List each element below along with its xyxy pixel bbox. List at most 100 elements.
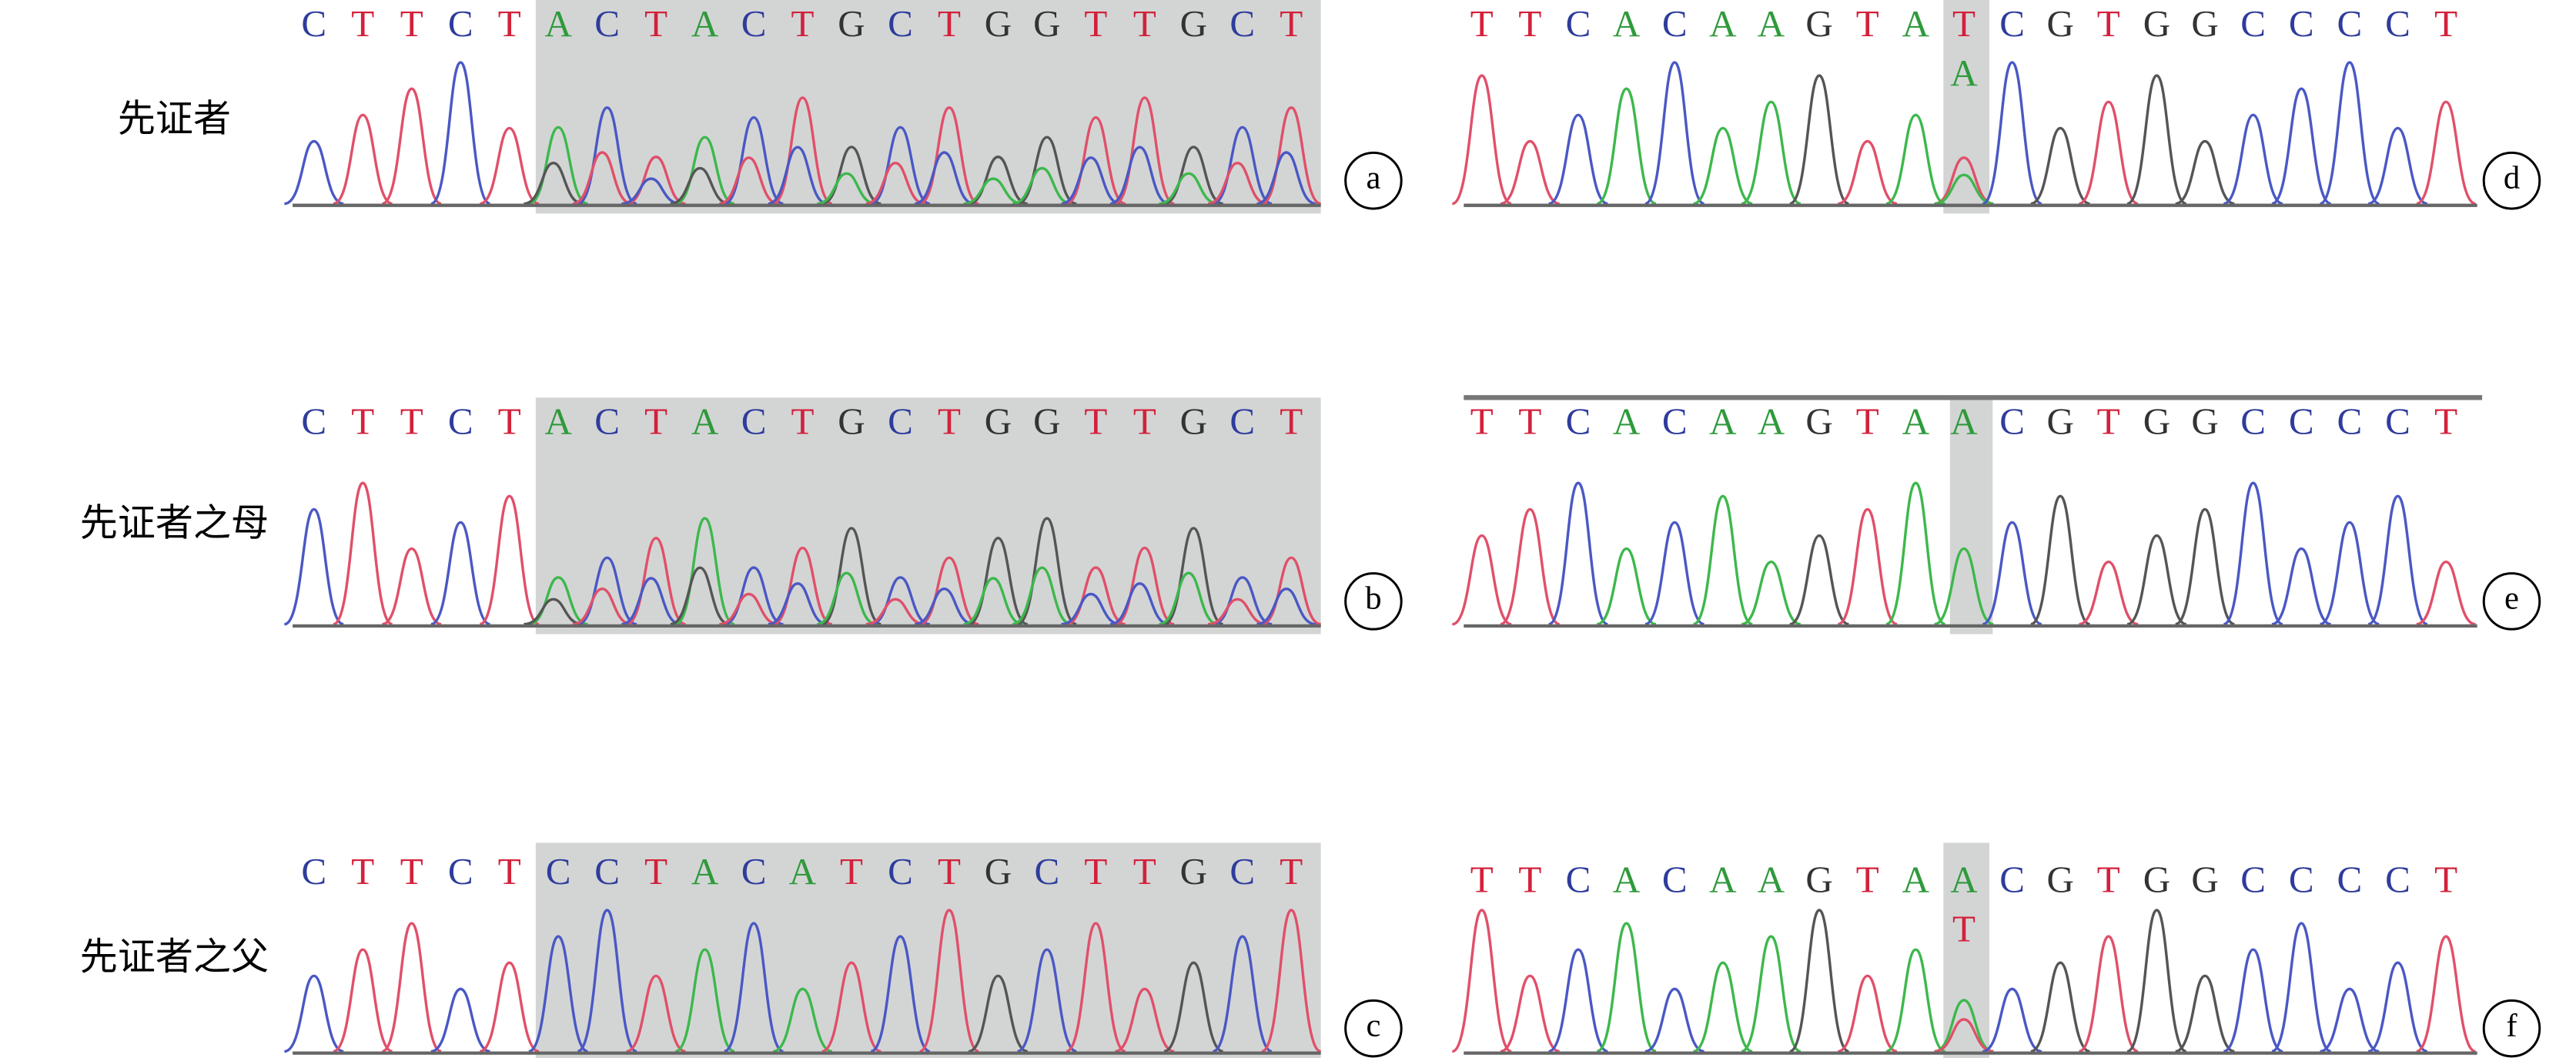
base-letter: C — [2385, 400, 2410, 442]
peak — [870, 935, 931, 1053]
base-letter: T — [1133, 2, 1156, 45]
base-letter: C — [888, 400, 913, 442]
base-letter: A — [1709, 400, 1737, 442]
base-letter: T — [938, 400, 961, 442]
peak — [1692, 126, 1753, 206]
base-letter: T — [400, 850, 423, 892]
base-letter: A — [1950, 400, 1978, 442]
base-letter: T — [1856, 400, 1879, 442]
peak — [2416, 100, 2477, 206]
base-letter: C — [1035, 850, 1060, 892]
base-letter: T — [1084, 850, 1107, 892]
peak — [2175, 974, 2235, 1053]
base-letter: G — [985, 400, 1012, 442]
peak — [2271, 547, 2332, 626]
base-letter: C — [1999, 400, 2025, 442]
base-letter: C — [1229, 850, 1255, 892]
base-letter: C — [741, 400, 767, 442]
peak — [1837, 507, 1898, 626]
base-letter: T — [1280, 400, 1303, 442]
panel-letter: d — [2504, 159, 2520, 196]
peak — [572, 151, 633, 206]
base-letter: C — [301, 2, 326, 45]
peak — [283, 974, 344, 1053]
base-letter: G — [2191, 2, 2218, 45]
peak — [1934, 1018, 1994, 1053]
peak — [772, 987, 833, 1053]
peak — [963, 177, 1023, 206]
base-letter: C — [2385, 2, 2410, 45]
peak — [524, 161, 584, 206]
peak — [914, 587, 975, 626]
base-letter: A — [544, 400, 572, 442]
base-letter: T — [1280, 850, 1303, 892]
peak — [2078, 560, 2139, 626]
peak — [430, 987, 491, 1053]
base-letter: T — [644, 400, 667, 442]
base-letter: A — [1613, 2, 1641, 45]
peak — [2126, 74, 2187, 206]
base-letter: C — [546, 850, 571, 892]
peak — [1500, 139, 1561, 206]
highlight — [1943, 0, 1990, 214]
peak — [2078, 935, 2139, 1053]
peak — [479, 494, 540, 626]
peak — [1451, 74, 1512, 206]
base-letter: T — [2434, 2, 2457, 45]
peak — [1692, 494, 1753, 626]
base-letter: T — [1518, 400, 1541, 442]
base-letter: A — [1709, 859, 1737, 901]
base-letter: G — [2143, 2, 2170, 45]
peak — [1596, 922, 1657, 1053]
peak — [2223, 948, 2283, 1053]
panel-badge — [1344, 572, 1403, 631]
base-letter: C — [2385, 859, 2410, 901]
highlight — [535, 397, 1321, 634]
peak — [865, 161, 925, 206]
peak — [2416, 560, 2477, 626]
base-letter: C — [448, 850, 473, 892]
base-letter: C — [2240, 2, 2266, 45]
peak — [524, 598, 584, 626]
base-letter: C — [2289, 859, 2314, 901]
base-letter: T — [1084, 2, 1107, 45]
peak — [2271, 922, 2332, 1053]
base-letter: T — [1133, 400, 1156, 442]
row-label: 先证者 — [118, 96, 231, 141]
base-letter: A — [1613, 859, 1641, 901]
peak — [1109, 582, 1170, 626]
peak — [1644, 521, 1705, 626]
peak — [1885, 948, 1946, 1053]
panel-badge — [2482, 572, 2541, 631]
base-letter: G — [2191, 859, 2218, 901]
peak — [968, 974, 1029, 1053]
peak — [768, 582, 828, 626]
base-letter: A — [691, 400, 719, 442]
peak — [1934, 156, 1994, 206]
peak — [283, 507, 344, 626]
peak — [670, 566, 731, 626]
base-letter: C — [2240, 859, 2266, 901]
peak — [1885, 481, 1946, 626]
base-letter: C — [2289, 2, 2314, 45]
peak — [1644, 61, 1705, 206]
peak — [963, 577, 1023, 626]
base-letter: A — [544, 2, 572, 45]
peak — [1934, 173, 1994, 206]
peak — [621, 577, 681, 626]
peak — [1934, 999, 1994, 1053]
peak — [2271, 87, 2332, 206]
base-letter: C — [1229, 2, 1255, 45]
peak — [1114, 987, 1175, 1053]
base-letter: G — [2143, 859, 2170, 901]
peak — [865, 598, 925, 626]
base-letter: C — [741, 2, 767, 45]
peak — [2223, 481, 2283, 626]
peak — [1207, 161, 1268, 206]
base-letter: T — [644, 850, 667, 892]
base-letter: G — [1805, 400, 1832, 442]
base-letter: T — [2434, 400, 2457, 442]
base-letter: A — [1950, 859, 1978, 901]
peak — [1207, 598, 1267, 626]
base-letter: T — [1470, 2, 1494, 45]
